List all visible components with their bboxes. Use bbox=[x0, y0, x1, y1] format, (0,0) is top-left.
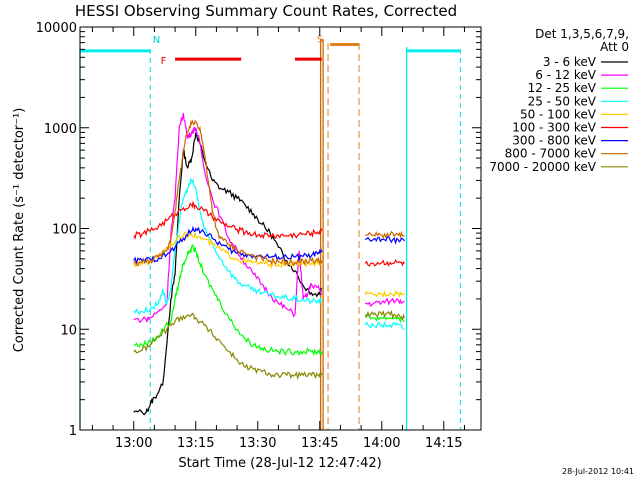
y-tick-label: 1 bbox=[69, 424, 77, 439]
legend-title-line-2: Att 0 bbox=[600, 40, 629, 54]
saa-label: S bbox=[317, 35, 323, 46]
chart-title: HESSI Observing Summary Count Rates, Cor… bbox=[75, 2, 457, 20]
x-tick-label: 13:30 bbox=[239, 436, 276, 451]
y-tick-label: 1000 bbox=[44, 122, 77, 137]
legend-label: 300 - 800 keV bbox=[512, 134, 596, 148]
legend-label: 12 - 25 keV bbox=[528, 81, 597, 95]
legend-label: 7000 - 20000 keV bbox=[489, 160, 596, 174]
y-axis-label: Corrected Count Rate (s⁻¹ detector⁻¹) bbox=[12, 108, 27, 353]
legend-title-line-1: Det 1,3,5,6,7,9, bbox=[535, 27, 629, 41]
legend-label: 25 - 50 keV bbox=[528, 94, 597, 108]
series-line-3 bbox=[133, 243, 405, 357]
x-axis-ticks: 13:00 13:15 13:30 13:45 14:00 14:15 bbox=[91, 27, 465, 451]
series-line-6 bbox=[133, 200, 405, 267]
series-line-5 bbox=[133, 231, 405, 298]
legend-label: 3 - 6 keV bbox=[543, 55, 597, 69]
y-tick-label: 100 bbox=[52, 223, 77, 238]
night-label: N bbox=[153, 35, 160, 46]
flare-label: F bbox=[161, 56, 167, 67]
x-axis-label: Start Time (28-Jul-12 12:47:42) bbox=[178, 456, 381, 471]
series-line-7 bbox=[133, 225, 405, 266]
y-axis-ticks: 1 10 100 1000 10000 bbox=[36, 21, 481, 439]
x-tick-label: 13:15 bbox=[177, 436, 214, 451]
legend-label: 100 - 300 keV bbox=[512, 121, 596, 135]
legend-label: 50 - 100 keV bbox=[520, 107, 597, 121]
legend-label: 6 - 12 keV bbox=[535, 68, 597, 82]
series-line-9 bbox=[133, 309, 406, 381]
x-tick-label: 14:15 bbox=[425, 436, 462, 451]
series-line-8 bbox=[133, 119, 405, 267]
series-layer bbox=[133, 112, 406, 416]
timestamp: 28-Jul-2012 10:41 bbox=[562, 467, 634, 476]
series-line-2 bbox=[133, 112, 405, 324]
x-tick-label: 14:00 bbox=[363, 436, 400, 451]
x-tick-label: 13:45 bbox=[301, 436, 338, 451]
legend-label: 800 - 7000 keV bbox=[505, 147, 597, 161]
x-tick-label: 13:00 bbox=[115, 436, 152, 451]
y-tick-label: 10 bbox=[60, 323, 77, 338]
annotation-bars: NF S bbox=[80, 35, 461, 67]
y-tick-label: 10000 bbox=[36, 21, 77, 36]
